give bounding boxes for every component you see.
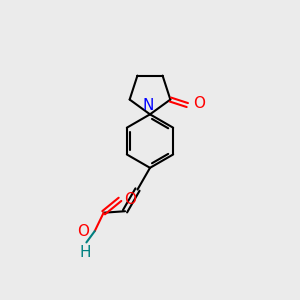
- Text: H: H: [79, 245, 91, 260]
- Text: O: O: [124, 192, 136, 207]
- Text: O: O: [77, 224, 89, 238]
- Text: O: O: [193, 96, 205, 111]
- Text: N: N: [143, 98, 154, 113]
